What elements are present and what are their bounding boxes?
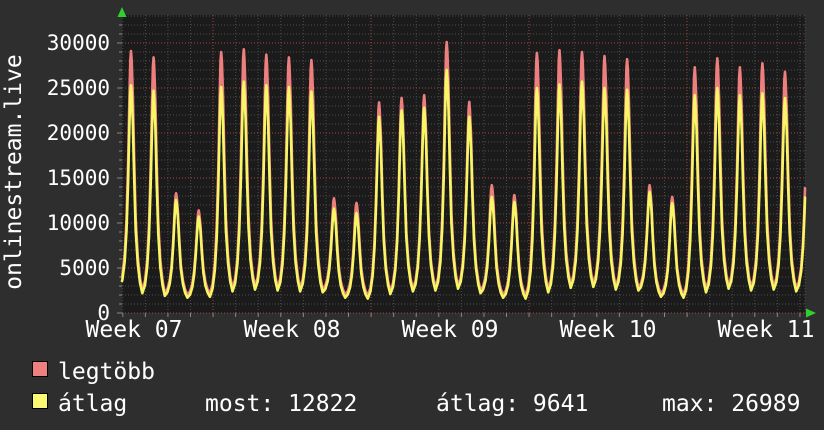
legend-swatch-atlag [32, 393, 48, 409]
stat-max: max: 26989 [662, 391, 801, 417]
x-axis-label: Week 11 [717, 317, 815, 343]
legend-label-legtobb: legtöbb [58, 359, 155, 385]
stat-most: most: 12822 [205, 391, 358, 417]
line-chart [117, 7, 816, 318]
legend-swatch-legtobb [32, 361, 48, 377]
y-axis-label: 15000 [46, 166, 110, 190]
y-axis-label: 20000 [46, 121, 110, 145]
y-axis-label: 25000 [46, 76, 110, 100]
x-axis-label: Week 10 [559, 317, 657, 343]
series-atlag-line [120, 68, 807, 300]
x-axis-label: Week 07 [85, 317, 183, 343]
stat-atlag: átlag: 9641 [436, 391, 589, 417]
y-axis-label: 30000 [46, 31, 110, 55]
legend-label-atlag: átlag [58, 391, 128, 417]
x-axis-arrow-icon [806, 308, 816, 318]
y-axis-label: 10000 [46, 211, 110, 235]
x-axis-label: Week 08 [243, 317, 341, 343]
x-axis-label: Week 09 [401, 317, 499, 343]
y-axis-label: 0 [97, 301, 110, 325]
y-axis-label: 5000 [59, 256, 110, 280]
y-axis-arrow-icon [117, 7, 127, 17]
